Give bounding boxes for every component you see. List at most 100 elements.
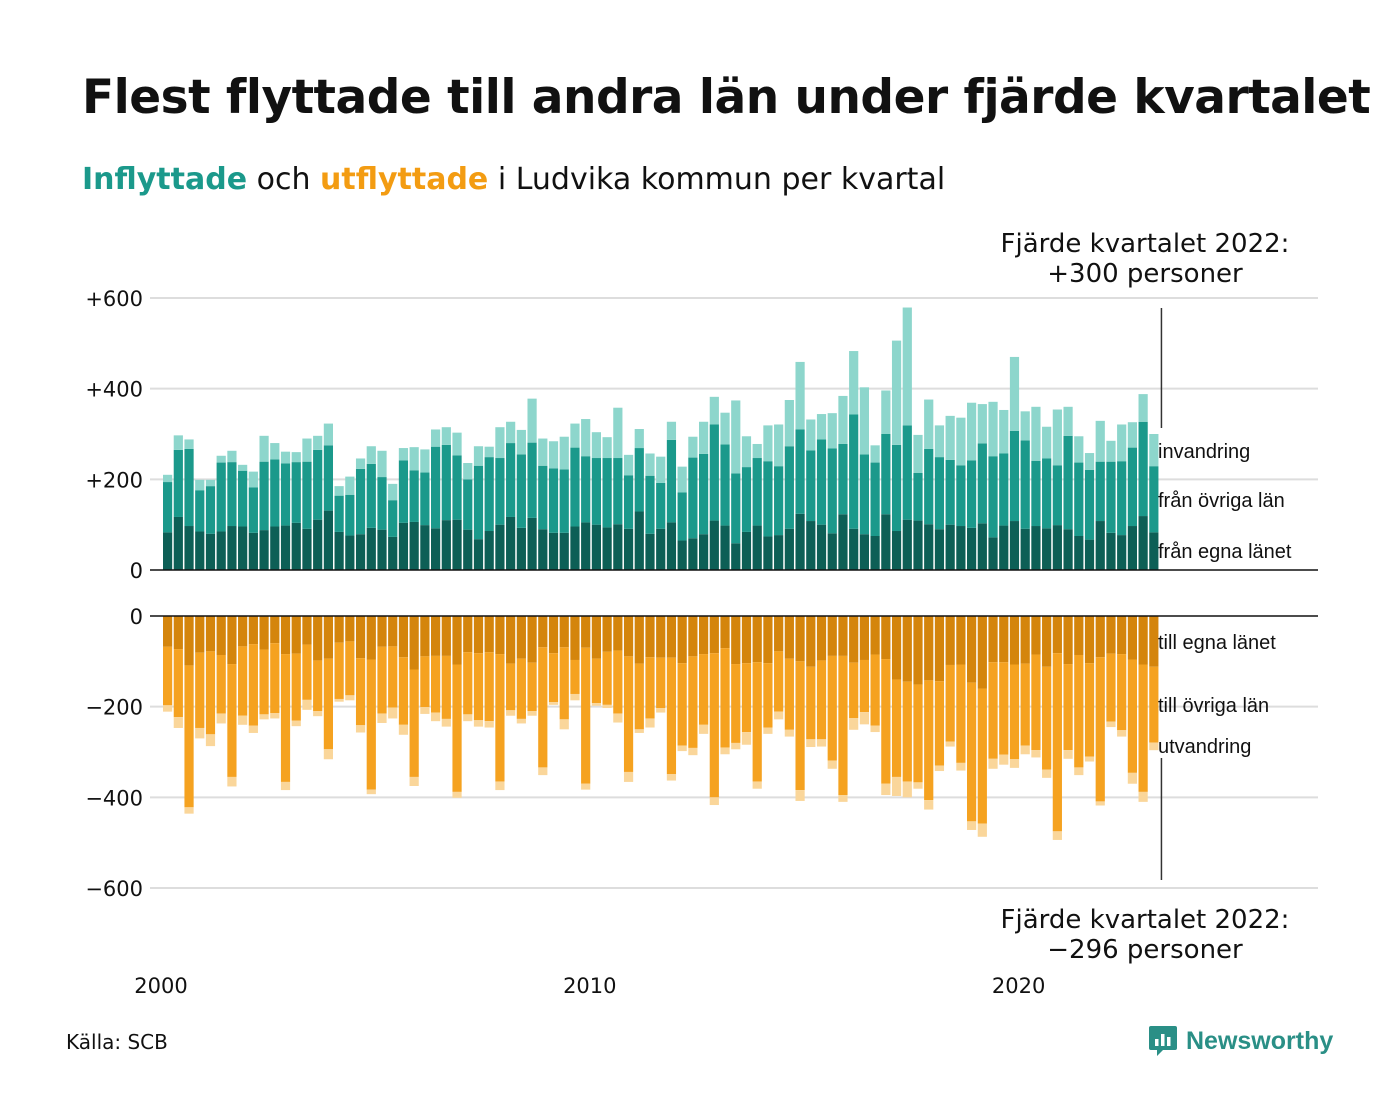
bar-out-other	[656, 657, 666, 709]
bar-out-emig	[195, 727, 205, 739]
bar-in-own	[173, 516, 183, 570]
bar-in-other	[431, 446, 441, 529]
bar-in-other	[398, 460, 409, 523]
bar-out-emig	[1106, 721, 1116, 728]
bar-in-immig	[666, 421, 677, 440]
bar-out-emig	[570, 693, 580, 701]
bar-in-other	[774, 466, 784, 536]
bar-out-other	[924, 680, 934, 801]
bar-out-other	[602, 651, 612, 705]
annotations: Fjärde kvartalet 2022: +300 personer Fjä…	[1001, 229, 1290, 965]
bar-in-other	[248, 487, 258, 533]
bar-out-other	[516, 658, 526, 719]
bar-in-immig	[205, 479, 216, 487]
bar-out-other	[666, 657, 677, 775]
bar-out-emig	[163, 705, 173, 712]
bar-in-other	[280, 463, 291, 526]
bar-in-own	[313, 519, 323, 570]
bar-in-own	[1095, 521, 1105, 570]
bar-out-other	[195, 652, 205, 728]
bar-in-own	[988, 537, 998, 570]
bar-in-own	[838, 514, 848, 570]
bar-out-emig	[1052, 831, 1062, 840]
bar-out-own	[859, 616, 869, 660]
bar-out-own	[913, 616, 923, 685]
bar-out-other	[1042, 666, 1052, 770]
bar-in-own	[891, 531, 902, 570]
bar-in-immig	[1009, 356, 1020, 431]
bar-in-own	[731, 543, 741, 570]
bar-in-other	[688, 457, 698, 539]
series-label-bottom: till egna länet	[1158, 632, 1276, 654]
bar-in-immig	[355, 458, 366, 469]
bar-in-other	[216, 462, 226, 532]
bar-in-other	[538, 465, 548, 530]
bar-out-emig	[1138, 791, 1148, 802]
bar-out-other	[216, 654, 226, 714]
bar-in-immig	[409, 447, 419, 471]
bar-in-own	[666, 522, 677, 570]
bar-in-own	[345, 535, 355, 570]
bar-out-other	[1074, 654, 1084, 768]
bar-out-other	[280, 654, 291, 782]
bar-out-own	[377, 616, 387, 647]
bar-in-own	[1063, 529, 1073, 570]
bar-out-other	[173, 649, 183, 718]
bar-out-own	[1009, 616, 1020, 665]
bar-in-other	[184, 448, 194, 527]
brand-name: Newsworthy	[1186, 1026, 1334, 1055]
bar-in-own	[656, 528, 666, 570]
bar-out-own	[195, 616, 205, 653]
bar-in-own	[388, 536, 398, 570]
bar-in-immig	[934, 425, 945, 458]
bar-out-emig	[1127, 772, 1137, 784]
bar-out-other	[741, 663, 752, 733]
bar-out-other	[1084, 663, 1095, 757]
bar-out-own	[666, 616, 677, 658]
bar-in-other	[870, 462, 880, 536]
bar-out-emig	[859, 712, 869, 725]
bar-in-other	[902, 425, 912, 520]
bar-in-own	[484, 531, 494, 570]
bar-out-emig	[1042, 769, 1052, 778]
bar-in-other	[806, 450, 816, 522]
bar-out-other	[891, 679, 902, 777]
bar-out-emig	[538, 767, 548, 776]
bar-in-other	[259, 461, 269, 531]
bar-out-own	[420, 616, 430, 657]
bar-in-other	[999, 453, 1009, 526]
bar-out-own	[602, 616, 612, 652]
bar-in-immig	[902, 307, 912, 426]
bar-in-other	[666, 439, 677, 523]
bar-out-own	[506, 616, 516, 664]
bar-out-emig	[934, 765, 945, 772]
bar-out-emig	[291, 720, 301, 727]
bar-in-other	[473, 465, 484, 540]
annotation-bottom-line2: −296 personer	[1047, 935, 1243, 965]
bar-out-own	[988, 616, 998, 663]
bar-in-own	[163, 532, 173, 570]
bar-out-other	[623, 656, 634, 772]
bar-in-other	[270, 459, 280, 527]
bar-in-own	[913, 520, 923, 570]
bar-out-own	[570, 616, 580, 660]
bar-out-other	[1117, 654, 1127, 731]
bar-in-own	[709, 520, 719, 570]
bar-in-own	[967, 527, 977, 570]
bar-in-own	[613, 524, 623, 570]
bar-out-own	[934, 616, 945, 682]
bar-in-other	[334, 495, 344, 532]
bar-in-own	[1052, 525, 1062, 570]
bar-out-own	[538, 616, 548, 648]
bar-in-immig	[1084, 453, 1095, 470]
bar-in-other	[527, 442, 537, 518]
bar-out-own	[1063, 616, 1073, 665]
bar-in-immig	[656, 456, 666, 483]
y-tick-label-top: +200	[85, 468, 143, 492]
bar-in-own	[859, 534, 869, 570]
bar-in-other	[548, 468, 559, 533]
bar-in-own	[366, 527, 376, 570]
bar-in-own	[334, 531, 344, 570]
bar-in-own	[1106, 532, 1116, 570]
bar-out-other	[945, 664, 955, 742]
